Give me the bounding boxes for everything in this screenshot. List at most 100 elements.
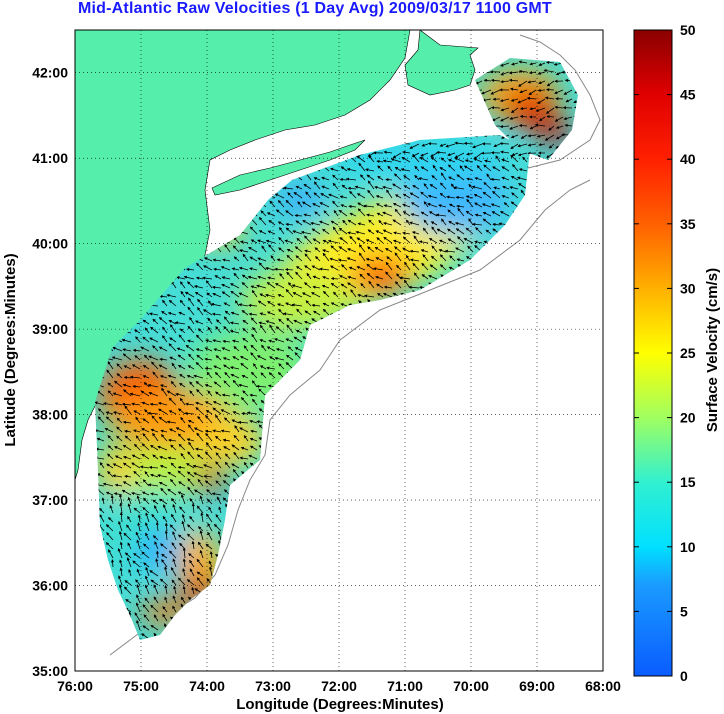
velocity-arrow	[357, 208, 366, 217]
velocity-arrow	[499, 211, 510, 217]
velocity-arrow	[499, 141, 510, 146]
velocity-arrow	[328, 193, 339, 199]
x-tick-label: 72:00	[321, 678, 357, 694]
velocity-arrow	[543, 69, 555, 73]
velocity-arrow	[439, 192, 447, 199]
velocity-arrow	[320, 193, 330, 199]
velocity-arrow	[275, 209, 285, 217]
velocity-arrow	[490, 177, 501, 181]
velocity-arrow	[475, 227, 483, 235]
velocity-arrow	[439, 182, 447, 190]
y-tick-label: 37:00	[32, 492, 68, 508]
velocity-arrow	[499, 98, 510, 103]
velocity-arrow	[546, 80, 555, 87]
velocity-arrow	[527, 134, 537, 138]
velocity-arrow	[474, 240, 483, 244]
colorbar-tick-label: 35	[680, 216, 696, 232]
velocity-arrow	[377, 165, 384, 172]
velocity-arrow	[283, 186, 294, 190]
velocity-arrow	[332, 182, 339, 190]
velocity-arrow	[482, 211, 492, 217]
velocity-arrow	[448, 203, 456, 208]
velocity-arrow	[313, 181, 321, 190]
velocity-arrow	[508, 71, 519, 75]
velocity-arrow	[342, 219, 348, 226]
velocity-arrow	[500, 150, 510, 154]
velocity-arrow	[546, 60, 555, 65]
velocity-arrow	[447, 152, 456, 157]
velocity-arrow	[367, 229, 375, 235]
velocity-arrow	[490, 78, 501, 83]
velocity-arrow	[284, 239, 294, 244]
velocity-arrow	[447, 209, 456, 217]
velocity-arrow	[312, 203, 321, 208]
velocity-arrow	[339, 195, 348, 199]
velocity-arrow	[518, 123, 528, 128]
velocity-arrow	[456, 204, 465, 208]
velocity-arrow	[471, 185, 483, 190]
velocity-arrow	[250, 239, 258, 244]
velocity-arrow	[354, 185, 366, 190]
velocity-arrow	[330, 220, 339, 226]
velocity-arrow	[376, 237, 384, 244]
velocity-arrow	[520, 134, 528, 139]
velocity-arrow	[476, 165, 483, 172]
velocity-arrow	[430, 156, 438, 163]
velocity-arrow	[518, 183, 528, 190]
velocity-arrow	[321, 176, 330, 181]
velocity-arrow	[438, 204, 447, 208]
velocity-arrow	[439, 239, 447, 244]
velocity-arrow	[376, 203, 384, 208]
velocity-arrow	[311, 228, 321, 235]
velocity-arrow	[529, 107, 537, 111]
velocity-arrow	[538, 62, 546, 66]
colorbar-tick-label: 40	[680, 151, 696, 167]
x-tick-label: 70:00	[453, 678, 489, 694]
velocity-arrow	[482, 191, 492, 199]
velocity-arrow	[294, 213, 303, 218]
velocity-arrow	[358, 162, 366, 172]
colorbar-tick-label: 25	[680, 345, 696, 361]
velocity-arrow	[323, 210, 330, 217]
velocity-arrow	[347, 219, 357, 226]
velocity-arrow	[446, 195, 456, 199]
velocity-arrow	[509, 125, 519, 130]
velocity-arrow	[510, 134, 519, 139]
velocity-arrow	[365, 168, 375, 172]
velocity-arrow	[473, 194, 483, 199]
velocity-arrow	[292, 230, 303, 235]
velocity-arrow	[409, 143, 420, 149]
velocity-arrow	[501, 195, 510, 199]
velocity-arrow	[491, 116, 501, 121]
velocity-arrow	[455, 228, 465, 235]
velocity-arrow	[285, 199, 294, 208]
velocity-arrow	[279, 226, 285, 235]
velocity-arrow	[519, 89, 528, 94]
velocity-arrow	[512, 163, 519, 172]
y-tick-label: 38:00	[32, 407, 68, 423]
velocity-arrow	[544, 96, 555, 100]
velocity-arrow	[258, 230, 267, 235]
velocity-arrow	[503, 202, 510, 208]
velocity-arrow	[319, 202, 330, 208]
y-tick-label: 40:00	[32, 236, 68, 252]
velocity-arrow	[377, 175, 384, 181]
velocity-arrow	[466, 152, 474, 156]
velocity-arrow	[409, 192, 420, 199]
velocity-arrow	[481, 89, 492, 95]
velocity-arrow	[287, 192, 294, 199]
velocity-arrow	[516, 176, 528, 181]
velocity-arrow	[454, 221, 465, 226]
velocity-arrow	[420, 211, 429, 217]
velocity-arrow	[554, 116, 564, 122]
velocity-arrow	[382, 221, 393, 226]
velocity-arrow	[430, 221, 438, 226]
velocity-arrow	[402, 193, 411, 199]
velocity-arrow	[432, 164, 438, 172]
velocity-arrow	[285, 227, 294, 235]
colorbar-tick-label: 45	[680, 87, 696, 103]
velocity-arrow	[535, 107, 546, 112]
velocity-arrow	[258, 217, 267, 226]
velocity-arrow	[472, 143, 483, 149]
colorbar-tick-label: 0	[680, 668, 688, 684]
